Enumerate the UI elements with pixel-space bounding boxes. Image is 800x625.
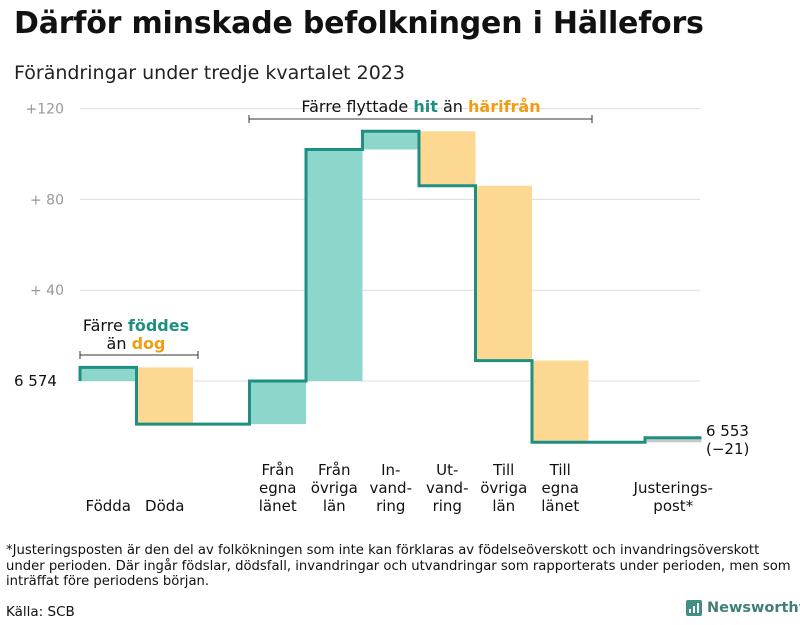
category-label: Till [549,461,571,479]
category-label: Från [318,461,350,479]
waterfall-bar [362,131,419,150]
annotation-births-line2: än dog [107,334,166,353]
category-label: Ut- [436,461,458,479]
category-label: In- [381,461,400,479]
category-label: vand- [369,479,412,497]
category-label: länet [541,497,579,515]
newsworthy-icon [686,600,702,616]
category-label: län [323,497,346,515]
category-label: Födda [85,497,131,515]
footnote: *Justeringsposten är den del av folkökni… [6,543,791,589]
category-label: övriga [311,479,358,497]
brand-name: Newsworthy [707,600,800,616]
category-label: egna [542,479,579,497]
y-tick-label: + 80 [30,192,64,208]
category-label: Justerings- [633,479,713,497]
waterfall-bar [136,367,193,425]
y-tick-label: + 40 [30,283,64,299]
waterfall-bar [419,131,476,186]
waterfall-bar [306,149,363,381]
waterfall-bar [475,185,532,361]
category-label: egna [259,479,296,497]
category-label: Döda [145,497,184,515]
annotation-births-line1: Färre föddes [83,316,189,335]
end-value-label: 6 553 [706,422,749,440]
waterfall-bar [532,360,589,443]
category-label: Till [492,461,514,479]
end-change-label: (−21) [706,440,749,458]
waterfall-bar [80,367,137,381]
start-value-label: 6 574 [14,372,57,390]
waterfall-bar [645,437,702,443]
category-label: länet [259,497,297,515]
brand-logo: Newsworthy [686,600,800,616]
annotation-migration: Färre flyttade hit än härifrån [301,97,540,116]
category-label: vand- [426,479,469,497]
category-label: post* [653,497,693,515]
category-label: övriga [480,479,527,497]
y-tick-label: +120 [26,102,64,118]
step-line [78,129,702,444]
category-label: Från [262,461,294,479]
category-label: ring [433,497,462,515]
category-label: ring [376,497,405,515]
waterfall-bar [249,381,306,425]
category-label: län [492,497,515,515]
chart-title: Därför minskade befolkningen i Hällefors [14,6,704,41]
source: Källa: SCB [6,604,75,620]
chart-subtitle: Förändringar under tredje kvartalet 2023 [14,62,406,84]
